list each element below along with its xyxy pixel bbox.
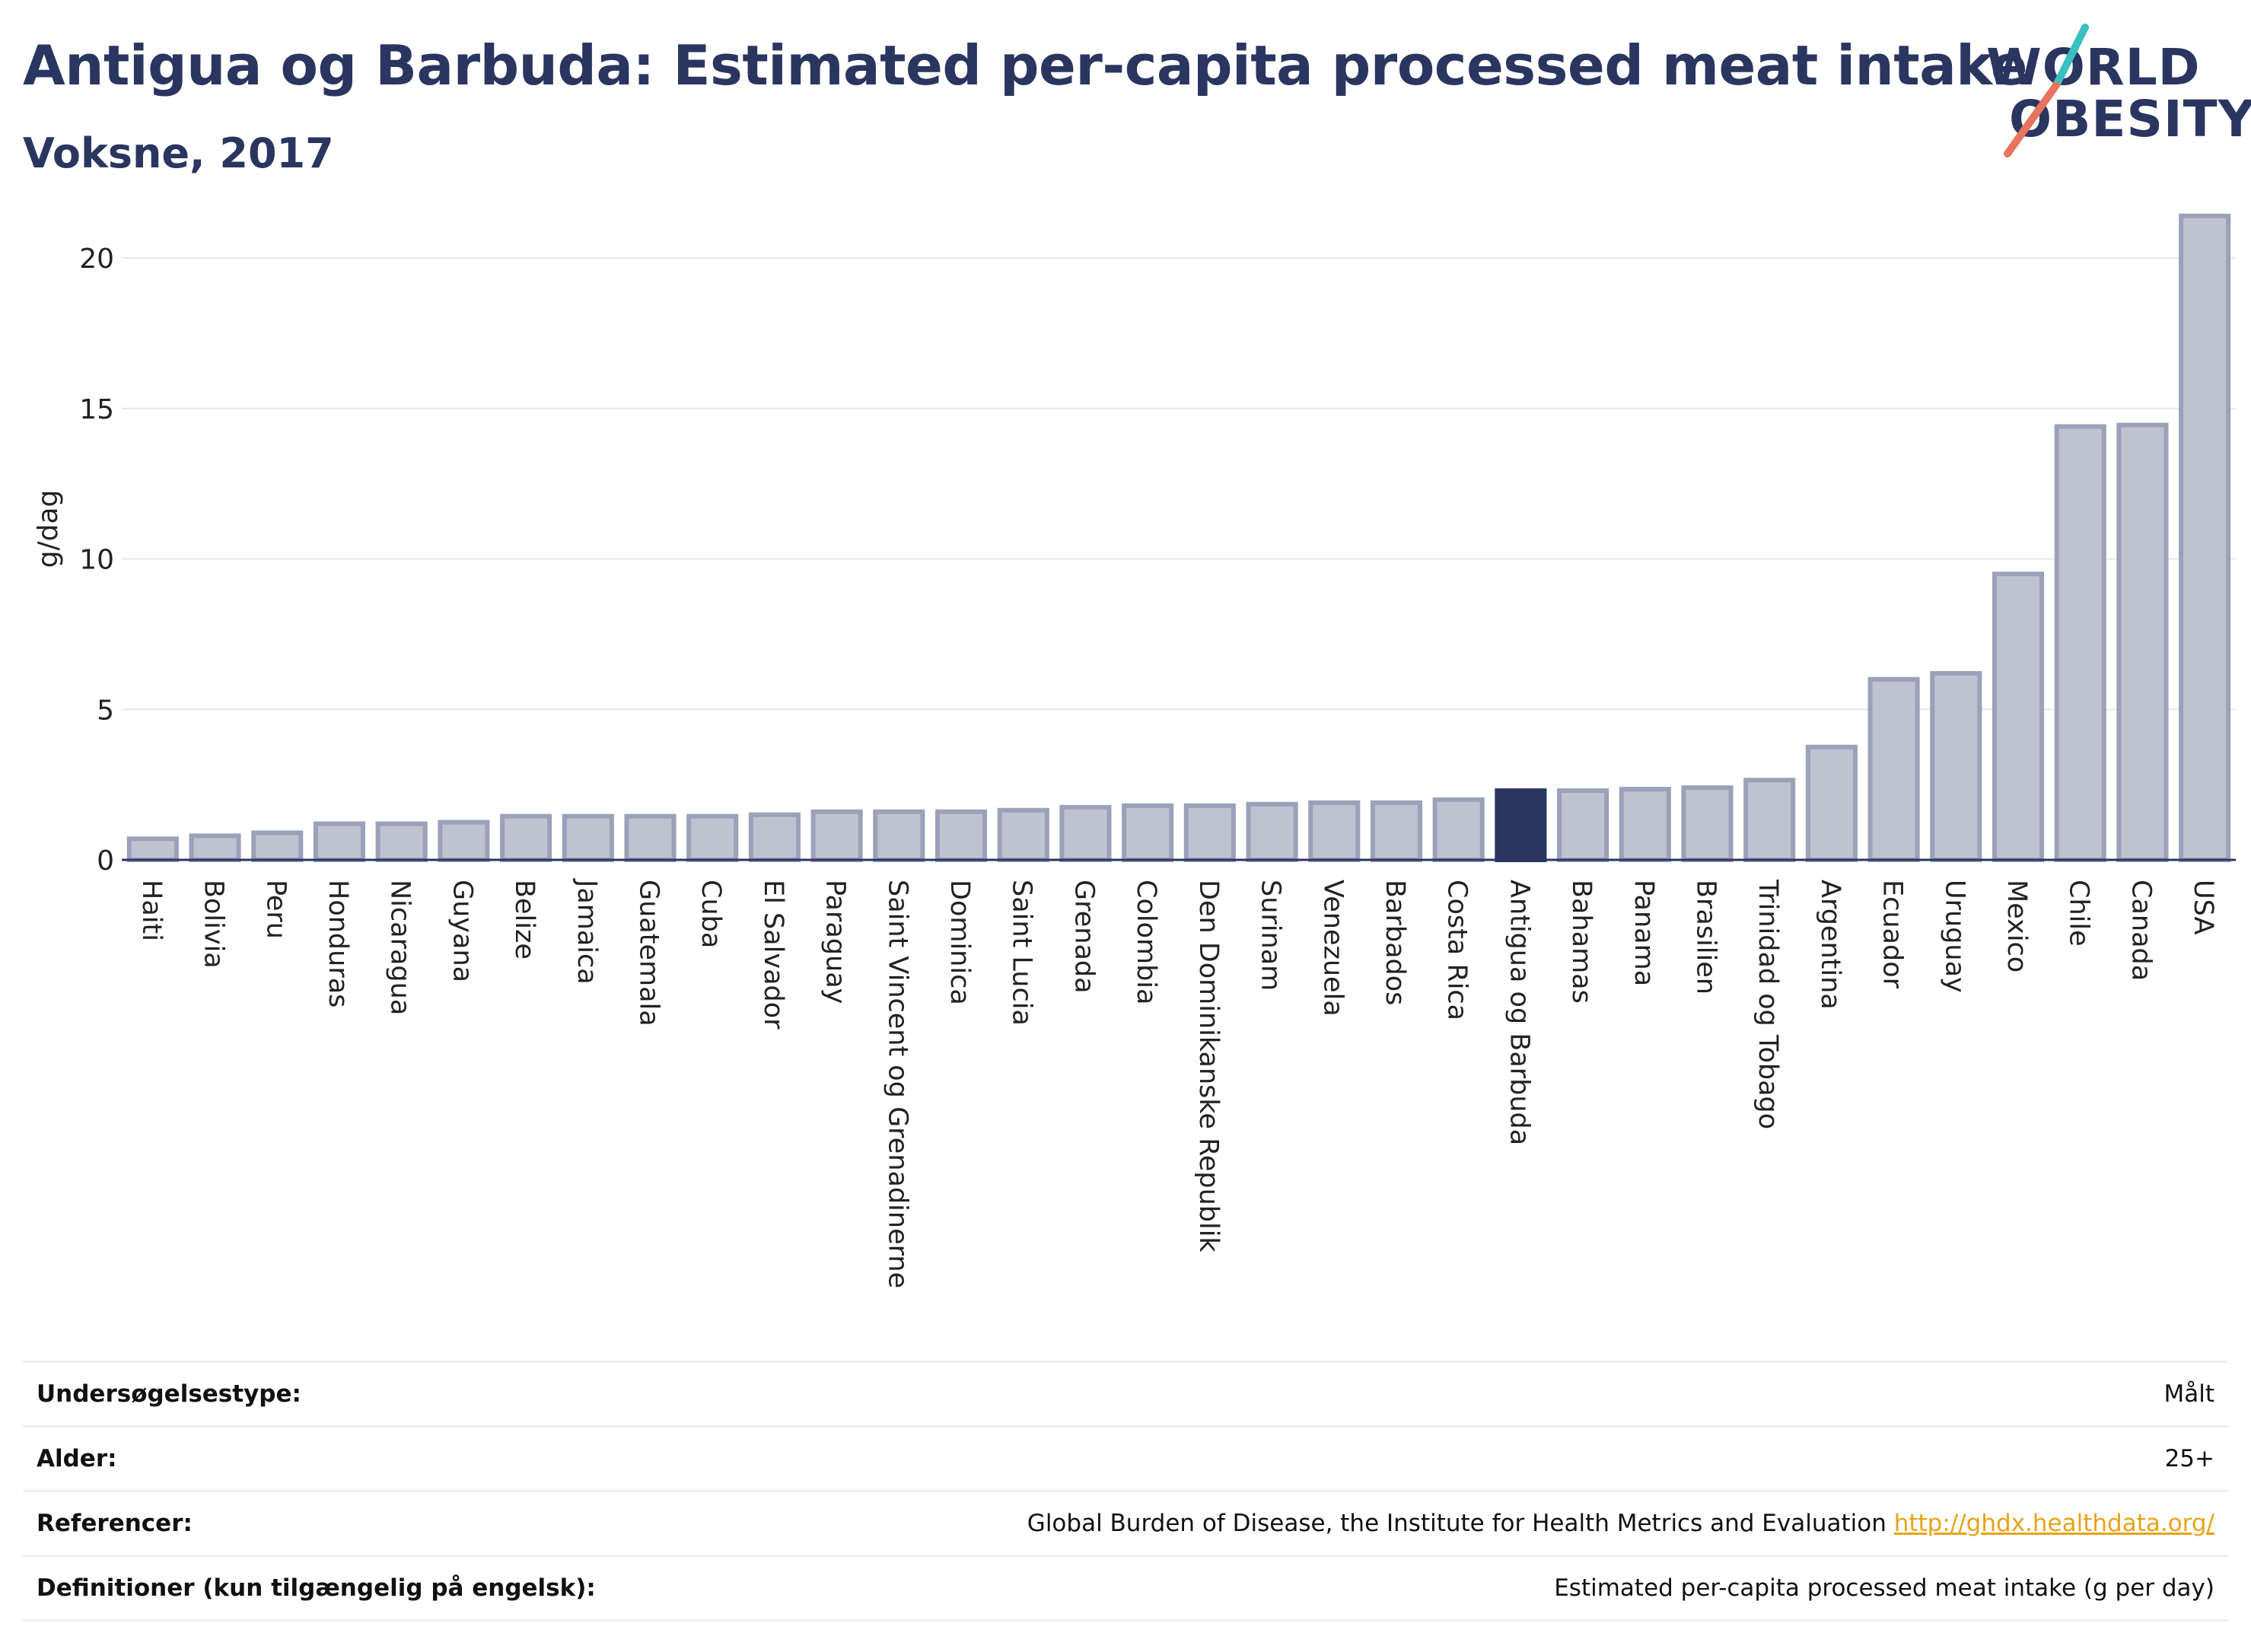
bar <box>1805 744 1858 862</box>
bar <box>1370 800 1423 863</box>
info-row-survey-type: Undersøgelsestype: Målt <box>23 1361 2228 1425</box>
y-axis-label: g/dag <box>33 490 64 568</box>
x-tick-label: Uruguay <box>1939 880 1969 993</box>
info-row-definitions: Definitioner (kun tilgængelig på engelsk… <box>23 1555 2228 1622</box>
x-tick-label: Antigua og Barbuda <box>1504 880 1534 1145</box>
x-tick-label: Cuba <box>696 880 726 948</box>
bar <box>624 813 677 862</box>
logo-line-1: WORLD <box>1986 38 2201 97</box>
bar <box>1681 785 1734 863</box>
x-tick-label: Chile <box>2064 880 2094 947</box>
reference-link[interactable]: http://ghdx.healthdata.org/ <box>1893 1510 2214 1537</box>
y-tick-label: 20 <box>79 244 114 275</box>
bar <box>189 833 241 863</box>
bar <box>1059 804 1112 862</box>
x-tick-label: Saint Vincent og Grenadinerne <box>882 880 912 1288</box>
bar <box>1432 797 1485 862</box>
bar <box>810 809 863 863</box>
bar <box>438 820 490 863</box>
bar <box>1557 788 1609 862</box>
bar <box>126 836 179 863</box>
info-value: 25+ <box>2164 1445 2214 1472</box>
info-label: Referencer: <box>37 1510 193 1537</box>
x-tick-label: Brasilien <box>1691 880 1721 995</box>
x-tick-label: Peru <box>260 880 291 939</box>
x-tick-label: Venezuela <box>1317 880 1348 1017</box>
x-tick-label: Paraguay <box>820 880 851 1004</box>
info-label: Alder: <box>37 1445 117 1472</box>
x-tick-label: Guatemala <box>634 880 664 1027</box>
y-tick-label: 0 <box>97 845 114 877</box>
x-tick-label: Saint Lucia <box>1007 880 1037 1026</box>
bar-chart: 0 5 10 15 20 g/dag Haiti Bolivia Peru Honduras Nic… <box>33 213 2236 1288</box>
x-tick-label: Guyana <box>447 880 477 982</box>
x-tick-label: Dominica <box>944 880 975 1005</box>
bar <box>1930 670 1982 862</box>
bar <box>251 830 304 862</box>
info-label: Undersøgelsestype: <box>37 1380 301 1408</box>
info-value: Målt <box>2163 1380 2214 1408</box>
x-tick-label: Barbados <box>1380 880 1410 1005</box>
bar <box>2179 213 2231 862</box>
y-tick-label: 10 <box>79 545 114 576</box>
x-tick-label: Colombia <box>1131 880 1161 1004</box>
x-tick-label: Mexico <box>2001 880 2032 972</box>
bar <box>1992 571 2045 862</box>
bar <box>500 813 552 862</box>
bar <box>1246 801 1298 863</box>
x-tick-label: Bahamas <box>1566 880 1597 1004</box>
x-tick-label: Honduras <box>323 880 353 1007</box>
bar <box>1619 787 1671 863</box>
x-tick-label: Trinidad og Tobago <box>1753 879 1783 1129</box>
x-tick-label: Grenada <box>1068 880 1099 994</box>
bar <box>748 812 801 862</box>
y-tick-label: 15 <box>79 394 114 425</box>
info-table: Undersøgelsestype: Målt Alder: 25+ Refer… <box>23 1361 2228 1622</box>
x-tick-label: Jamaica <box>572 878 602 985</box>
info-label: Definitioner (kun tilgængelig på engelsk… <box>37 1574 596 1602</box>
bar <box>1122 803 1174 863</box>
info-row-age: Alder: 25+ <box>23 1425 2228 1490</box>
bar <box>2054 424 2106 862</box>
bar <box>313 821 366 862</box>
x-tick-label: Den Dominikanske Republik <box>1193 880 1224 1253</box>
x-tick-label: Canada <box>2125 880 2156 981</box>
info-value: Estimated per-capita processed meat inta… <box>1554 1574 2214 1602</box>
world-obesity-logo: WORLD OBESITY <box>1986 23 2251 160</box>
x-tick-label: USA <box>2188 880 2218 934</box>
x-tick-label: Ecuador <box>1877 880 1908 989</box>
page-subtitle: Voksne, 2017 <box>23 129 334 177</box>
bar <box>934 809 988 863</box>
info-row-references: Referencer: Global Burden of Disease, th… <box>23 1490 2228 1555</box>
bar <box>1743 778 1796 863</box>
bar <box>375 821 428 862</box>
logo-slash-icon <box>2004 24 2089 158</box>
bar <box>873 809 925 863</box>
x-tick-label: El Salvador <box>758 880 788 1030</box>
x-tick-label: Nicaragua <box>385 880 415 1015</box>
bar <box>1867 676 1920 863</box>
x-tick-label: Surinam <box>1256 880 1286 991</box>
x-tick-label: Bolivia <box>199 880 229 969</box>
x-tick-label: Belize <box>509 880 540 960</box>
bar <box>997 807 1049 862</box>
y-tick-label: 5 <box>97 695 114 726</box>
x-tick-label: Haiti <box>136 880 167 941</box>
bar <box>686 813 739 862</box>
x-tick-label: Costa Rica <box>1442 880 1473 1020</box>
info-value: Global Burden of Disease, the Institute … <box>1027 1510 2228 1537</box>
x-tick-label: Argentina <box>1815 880 1845 1010</box>
bar <box>562 813 614 862</box>
bar <box>1183 803 1236 863</box>
bar <box>1308 800 1361 863</box>
bar <box>1495 788 1547 862</box>
bar <box>2116 422 2169 862</box>
reference-text: Global Burden of Disease, the Institute … <box>1027 1510 1886 1537</box>
page-title: Antigua og Barbuda: Estimated per-capita… <box>23 33 2028 97</box>
x-tick-label: Panama <box>1629 880 1659 986</box>
